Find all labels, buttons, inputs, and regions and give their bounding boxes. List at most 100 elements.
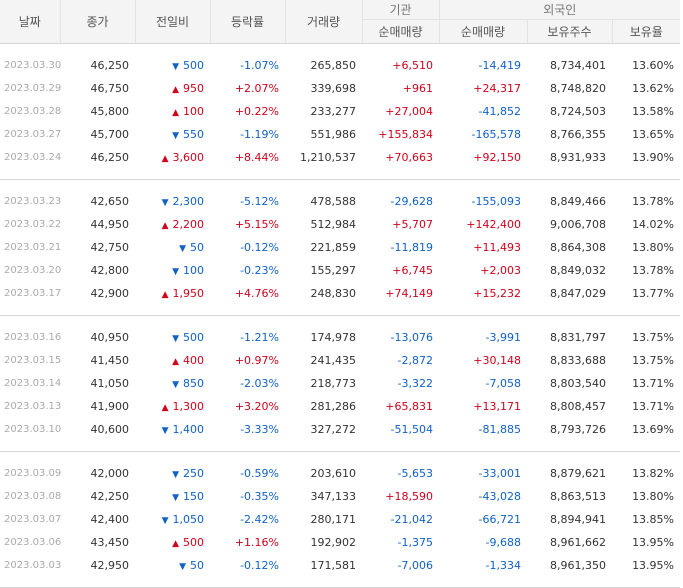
date-cell: 2023.03.22 <box>4 219 62 230</box>
close-cell: 41,050 <box>90 377 130 390</box>
rate-cell: -0.12% <box>240 559 279 572</box>
header-volume: 거래량 <box>285 0 363 44</box>
foreign-shares-cell: 8,831,797 <box>550 331 606 344</box>
change-cell: ▼ 500 <box>135 326 210 349</box>
volume-cell: 1,210,537 <box>300 151 356 164</box>
down-arrow-icon: ▼ <box>179 562 186 572</box>
foreign-net-cell: -41,852 <box>478 105 521 118</box>
header-foreign-shares: 보유주수 <box>527 19 613 44</box>
change-value: 500 <box>183 331 204 344</box>
foreign-shares-cell: 8,803,540 <box>550 377 606 390</box>
spacer-cell <box>0 169 681 180</box>
table-row: 2023.03.15 41,450 ▲ 400 +0.97% 241,435 -2,872 +… <box>0 349 680 372</box>
change-value: 1,050 <box>172 513 205 526</box>
volume-cell: 281,286 <box>310 400 357 413</box>
rate-cell: -1.19% <box>240 128 279 141</box>
group-spacer <box>0 180 680 191</box>
change-value: 500 <box>183 59 204 72</box>
foreign-ratio-cell: 13.80% <box>632 241 675 254</box>
change-value: 1,400 <box>172 423 205 436</box>
up-arrow-icon: ▲ <box>161 154 169 164</box>
header-foreign: 외국인 <box>439 0 681 20</box>
inst-net-cell: +961 <box>402 82 433 95</box>
date-cell: 2023.03.28 <box>4 106 62 117</box>
date-cell: 2023.03.29 <box>4 83 62 94</box>
date-cell: 2023.03.08 <box>4 491 62 502</box>
rate-cell: -0.23% <box>240 264 279 277</box>
volume-cell: 218,773 <box>310 377 357 390</box>
group-separator <box>0 169 681 180</box>
inst-net-cell: -2,872 <box>397 354 433 367</box>
up-arrow-icon: ▲ <box>161 403 169 413</box>
inst-net-cell: -11,819 <box>390 241 433 254</box>
foreign-net-cell: +30,148 <box>473 354 521 367</box>
foreign-shares-cell: 8,849,466 <box>550 195 606 208</box>
table-row: 2023.03.03 42,950 ▼ 50 -0.12% 171,581 -7,006 -1… <box>0 554 680 577</box>
foreign-ratio-cell: 13.77% <box>632 287 675 300</box>
change-value: 100 <box>183 264 204 277</box>
volume-cell: 347,133 <box>310 490 357 503</box>
date-cell: 2023.03.07 <box>4 514 62 525</box>
foreign-net-cell: -43,028 <box>478 490 521 503</box>
rate-cell: -3.33% <box>240 423 279 436</box>
table-row: 2023.03.17 42,900 ▲ 1,950 +4.76% 248,830 +74,1… <box>0 282 680 305</box>
up-arrow-icon: ▲ <box>161 221 169 231</box>
inst-net-cell: +5,707 <box>392 218 433 231</box>
change-value: 2,200 <box>172 218 205 231</box>
date-cell: 2023.03.16 <box>4 332 62 343</box>
up-arrow-icon: ▲ <box>172 539 179 549</box>
inst-net-cell: -7,006 <box>397 559 433 572</box>
close-cell: 42,250 <box>90 490 130 503</box>
volume-cell: 265,850 <box>310 59 357 72</box>
foreign-ratio-cell: 13.60% <box>632 59 675 72</box>
change-value: 3,600 <box>172 151 205 164</box>
change-cell: ▼ 850 <box>135 372 210 395</box>
foreign-shares-cell: 8,808,457 <box>550 400 606 413</box>
table-row: 2023.03.28 45,800 ▲ 100 +0.22% 233,277 +27,004… <box>0 100 680 123</box>
change-cell: ▲ 2,200 <box>135 213 210 236</box>
spacer-cell <box>0 441 681 452</box>
volume-cell: 551,986 <box>310 128 357 141</box>
header-close: 종가 <box>60 0 136 44</box>
close-cell: 41,450 <box>90 354 130 367</box>
date-cell: 2023.03.14 <box>4 378 62 389</box>
change-cell: ▲ 500 <box>135 531 210 554</box>
table-row: 2023.03.29 46,750 ▲ 950 +2.07% 339,698 +961 +24… <box>0 77 680 100</box>
change-cell: ▼ 50 <box>135 554 210 577</box>
date-cell: 2023.03.17 <box>4 288 62 299</box>
change-cell: ▼ 550 <box>135 123 210 146</box>
inst-net-cell: -51,504 <box>390 423 433 436</box>
foreign-shares-cell: 8,961,662 <box>550 536 606 549</box>
table-row: 2023.03.24 46,250 ▲ 3,600 +8.44% 1,210,537 +70… <box>0 146 680 169</box>
date-cell: 2023.03.20 <box>4 265 62 276</box>
close-cell: 40,600 <box>90 423 130 436</box>
foreign-shares-cell: 8,793,726 <box>550 423 606 436</box>
rate-cell: +0.22% <box>234 105 279 118</box>
header-foreign-ratio: 보유율 <box>612 19 681 44</box>
header-date: 날짜 <box>0 0 61 44</box>
foreign-ratio-cell: 13.78% <box>632 264 675 277</box>
change-value: 100 <box>183 105 204 118</box>
volume-cell: 248,830 <box>310 287 357 300</box>
change-cell: ▲ 3,600 <box>135 146 210 169</box>
change-cell: ▼ 1,400 <box>135 418 210 441</box>
foreign-ratio-cell: 13.75% <box>632 354 675 367</box>
rate-cell: -1.07% <box>240 59 279 72</box>
rate-cell: +1.16% <box>234 536 279 549</box>
change-value: 50 <box>190 559 204 572</box>
inst-net-cell: +6,510 <box>392 59 433 72</box>
foreign-net-cell: -3,991 <box>485 331 521 344</box>
spacer-cell <box>0 577 681 588</box>
inst-net-cell: +27,004 <box>385 105 433 118</box>
spacer-cell <box>0 44 680 55</box>
foreign-ratio-cell: 13.80% <box>632 490 675 503</box>
spacer-cell <box>0 452 680 463</box>
foreign-ratio-cell: 13.82% <box>632 467 675 480</box>
rate-cell: -0.35% <box>240 490 279 503</box>
table-row: 2023.03.22 44,950 ▲ 2,200 +5.15% 512,984 +5,70… <box>0 213 680 236</box>
close-cell: 45,800 <box>90 105 130 118</box>
volume-cell: 512,984 <box>310 218 357 231</box>
foreign-ratio-cell: 13.58% <box>632 105 675 118</box>
inst-net-cell: -3,322 <box>397 377 433 390</box>
down-arrow-icon: ▼ <box>172 493 179 503</box>
